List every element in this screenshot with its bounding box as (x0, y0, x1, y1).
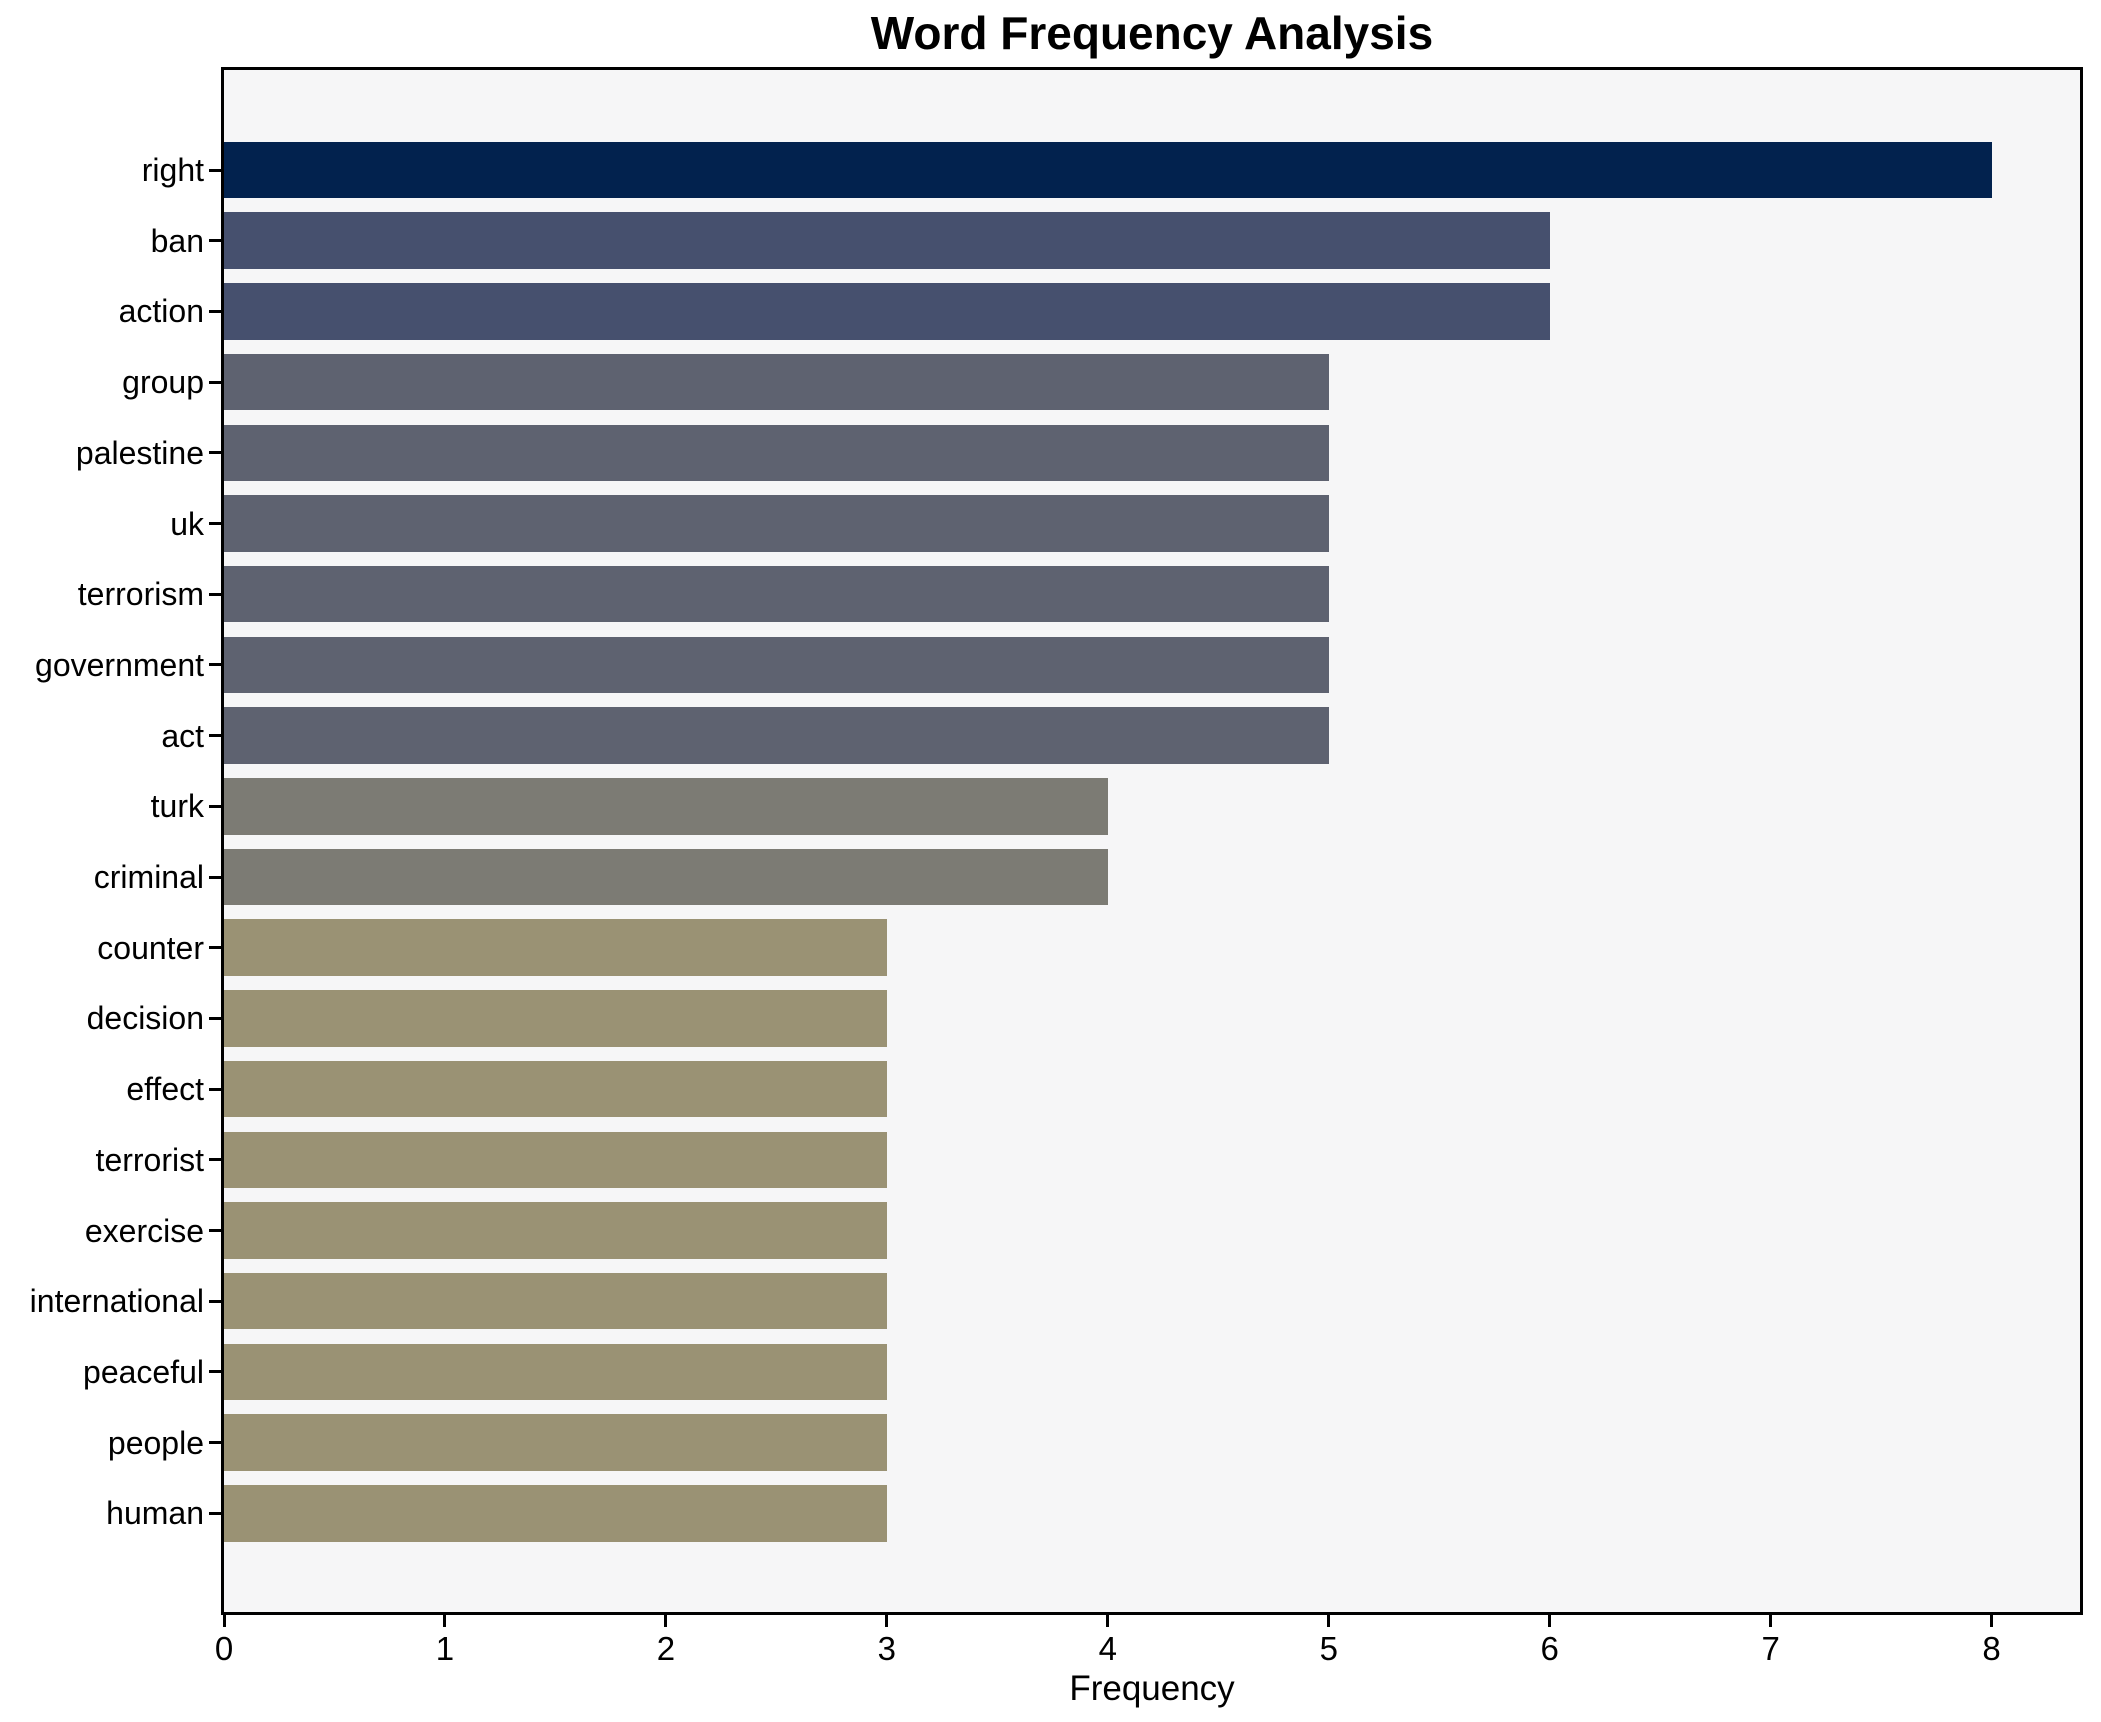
y-tick-label-ban: ban (150, 222, 204, 259)
y-tick-label-palestine: palestine (75, 434, 204, 471)
bars-layer (224, 70, 2080, 1612)
y-tick-mark (209, 168, 221, 172)
bar-people (224, 1414, 887, 1471)
x-tick-label-2: 2 (656, 1630, 676, 1667)
bar-uk (224, 495, 1329, 552)
y-tick-mark (209, 1016, 221, 1020)
y-tick-label-terrorism: terrorism (77, 576, 204, 613)
plot-area (221, 67, 2083, 1615)
y-tick-mark (209, 1229, 221, 1232)
y-tick-label-act: act (161, 717, 204, 754)
bar-turk (224, 778, 1108, 835)
y-tick-mark (209, 663, 221, 667)
x-tick-label-5: 5 (1319, 1630, 1338, 1667)
y-tick-label-people: people (107, 1424, 204, 1461)
bar-palestine (224, 424, 1329, 482)
y-tick-label-terrorist: terrorist (95, 1141, 204, 1178)
bar-counter (224, 919, 887, 976)
bar-government (224, 636, 1329, 694)
bar-terrorism (224, 565, 1329, 623)
x-tick-label-1: 1 (435, 1630, 455, 1667)
x-tick-label-6: 6 (1540, 1630, 1559, 1667)
bar-human (224, 1485, 887, 1542)
bar-terrorist (224, 1131, 887, 1189)
chart-title: Word Frequency Analysis (870, 7, 1434, 59)
y-tick-mark (209, 946, 221, 950)
x-tick-mark (664, 1614, 668, 1627)
bar-right (224, 141, 1992, 199)
x-tick-mark (443, 1614, 447, 1627)
y-tick-mark (209, 522, 221, 525)
y-tick-mark (209, 1087, 221, 1091)
y-tick-label-turk: turk (150, 788, 204, 825)
y-tick-mark (209, 1299, 221, 1303)
bar-peaceful (224, 1343, 887, 1401)
y-tick-mark (209, 380, 221, 384)
bar-effect (224, 1060, 887, 1118)
bar-act (224, 707, 1329, 764)
y-tick-mark (209, 804, 221, 808)
bar-action (224, 283, 1550, 340)
y-tick-label-peaceful: peaceful (83, 1353, 204, 1390)
y-tick-label-decision: decision (86, 1000, 204, 1037)
y-tick-label-criminal: criminal (93, 859, 204, 895)
x-tick-mark (222, 1614, 226, 1627)
y-tick-mark (209, 1441, 221, 1445)
x-axis-label: Frequency (1069, 1669, 1235, 1708)
y-tick-label-group: group (122, 364, 204, 401)
x-tick-mark (1548, 1614, 1552, 1627)
x-tick-label-0: 0 (214, 1630, 234, 1667)
y-tick-mark (209, 451, 221, 455)
y-tick-label-exercise: exercise (84, 1212, 204, 1249)
y-tick-label-counter: counter (97, 929, 204, 966)
y-tick-mark (209, 734, 221, 738)
y-tick-mark (209, 1511, 221, 1515)
x-tick-mark (1769, 1614, 1773, 1627)
x-tick-label-4: 4 (1098, 1630, 1117, 1667)
y-tick-label-effect: effect (126, 1071, 204, 1108)
y-tick-label-government: government (35, 646, 204, 683)
y-tick-mark (209, 309, 221, 313)
y-tick-mark (209, 239, 221, 243)
y-tick-mark (209, 1158, 221, 1162)
y-tick-mark (209, 592, 221, 596)
y-tick-label-action: action (118, 293, 204, 330)
bar-ban (224, 212, 1550, 269)
x-tick-mark (1990, 1614, 1994, 1627)
bar-criminal (224, 848, 1108, 906)
y-tick-label-uk: uk (170, 505, 204, 542)
y-tick-mark (209, 1370, 221, 1374)
y-tick-label-international: international (29, 1283, 204, 1320)
bar-group (224, 353, 1329, 411)
bar-international (224, 1272, 887, 1330)
x-tick-mark (1106, 1614, 1110, 1627)
x-tick-label-7: 7 (1761, 1630, 1780, 1667)
x-tick-label-8: 8 (1982, 1630, 2001, 1667)
x-tick-label-3: 3 (877, 1630, 897, 1667)
bar-decision (224, 990, 887, 1047)
y-tick-label-human: human (106, 1495, 204, 1532)
y-tick-mark (209, 875, 221, 879)
y-tick-label-right: right (141, 152, 204, 188)
x-tick-mark (1327, 1614, 1331, 1627)
bar-exercise (224, 1202, 887, 1259)
x-tick-mark (885, 1614, 889, 1627)
